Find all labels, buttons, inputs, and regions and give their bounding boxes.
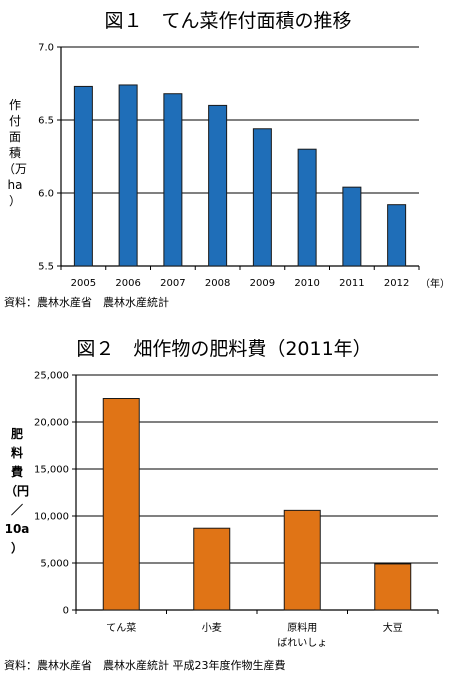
bar bbox=[193, 527, 231, 611]
bar bbox=[297, 148, 317, 267]
chart1-title: 図１ てん菜作付面積の推移 bbox=[104, 10, 351, 32]
chart1-plot: 5.5 6.0 6.5 7.0 2005 2006 2007 2008 2009 2010 2011… bbox=[3, 43, 420, 289]
y-tick-label: 7.0 bbox=[38, 43, 54, 54]
y-tick-label: 6.5 bbox=[38, 116, 54, 127]
bar bbox=[342, 186, 362, 267]
y-tick-label: 5.5 bbox=[38, 262, 54, 273]
y-axis-label: 料 bbox=[11, 445, 23, 460]
bar bbox=[283, 509, 321, 611]
chart2-plot: 0 5,000 10,000 15,000 20,000 25,000 てん菜 小麦 原料用ばれ… bbox=[5, 371, 439, 649]
bar bbox=[163, 93, 183, 267]
y-axis-label: 費 bbox=[11, 464, 23, 479]
bar bbox=[102, 398, 140, 611]
x-tick-label: ばれいしょ bbox=[277, 637, 327, 649]
x-tick-label: 2011 bbox=[339, 278, 364, 289]
y-axis-label: ） bbox=[11, 540, 23, 555]
y-axis-label: 積 bbox=[9, 145, 21, 160]
y-axis-label: ） bbox=[9, 194, 21, 208]
y-axis-label: ha bbox=[8, 178, 23, 192]
chart2-source: 資料：農林水産省 農林水産統計 平成23年度作物生産費 bbox=[4, 658, 286, 672]
y-axis-label: （万 bbox=[3, 162, 27, 176]
x-tick-label: 2010 bbox=[294, 278, 319, 289]
y-tick-label: 15,000 bbox=[34, 465, 69, 476]
y-axis-label: 作 bbox=[9, 98, 21, 112]
chart1-source: 資料：農林水産省 農林水産統計 bbox=[4, 295, 169, 309]
bar bbox=[208, 104, 228, 267]
chart2-title: 図２ 畑作物の肥料費（2011年） bbox=[76, 338, 371, 360]
x-tick-label: 小麦 bbox=[202, 622, 222, 634]
y-axis-label: 10a bbox=[5, 522, 30, 536]
y-axis-label: 面 bbox=[9, 130, 21, 144]
y-axis-label: 付 bbox=[9, 114, 21, 128]
bar bbox=[387, 204, 407, 267]
y-tick-label: 6.0 bbox=[38, 189, 54, 200]
y-axis-label: 肥 bbox=[11, 426, 23, 441]
x-tick-label: 2009 bbox=[250, 278, 275, 289]
x-tick-label: 2007 bbox=[160, 278, 185, 289]
x-tick-label: 2005 bbox=[71, 278, 96, 289]
x-tick-label: 2012 bbox=[384, 278, 409, 289]
bar bbox=[374, 563, 412, 611]
y-axis-label: （円 bbox=[5, 483, 29, 498]
x-tick-label: 原料用 bbox=[287, 621, 317, 634]
bar bbox=[118, 84, 138, 267]
bar bbox=[73, 85, 93, 267]
y-tick-label: 0 bbox=[63, 606, 69, 617]
bar bbox=[252, 128, 272, 267]
x-tick-label: 2008 bbox=[205, 278, 230, 289]
x-tick-label: 2006 bbox=[115, 278, 140, 289]
y-tick-label: 20,000 bbox=[34, 418, 69, 429]
y-axis-label: ／ bbox=[11, 502, 23, 517]
x-tick-label: てん菜 bbox=[106, 622, 136, 634]
y-tick-label: 25,000 bbox=[34, 371, 69, 382]
x-tick-label: 大豆 bbox=[383, 621, 403, 634]
chart1-x-unit: （年） bbox=[420, 277, 449, 290]
y-tick-label: 10,000 bbox=[34, 512, 69, 523]
y-tick-label: 5,000 bbox=[40, 559, 69, 570]
